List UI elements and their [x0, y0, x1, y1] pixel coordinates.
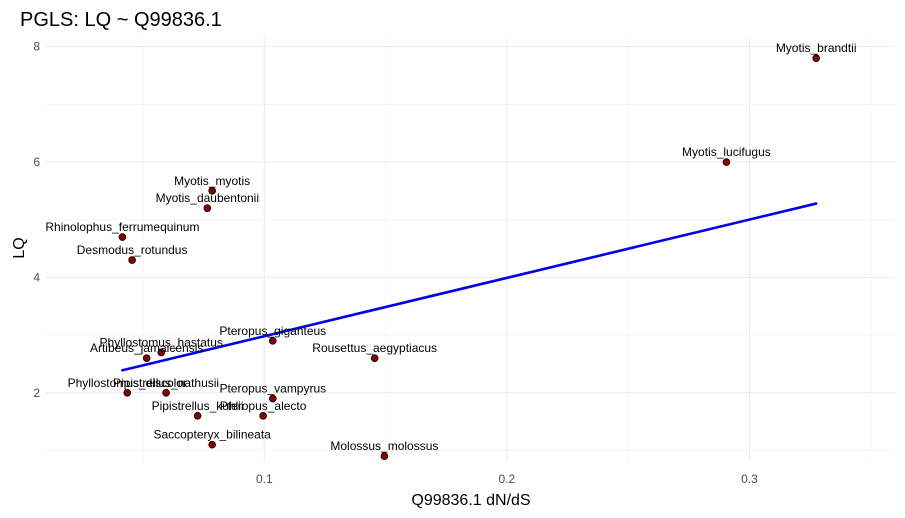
point-label: Phyllostomus_hastatus: [100, 335, 223, 349]
point-labels: Myotis_brandtii Myotis_lucifugus Myotis_my…: [45, 41, 856, 453]
point-label: Pteropus_giganteus: [219, 324, 326, 338]
point-label: Desmodus_rotundus: [77, 243, 188, 257]
data-point: [380, 452, 389, 461]
data-point: [208, 440, 216, 449]
data-point: [812, 54, 820, 62]
y-axis-ticks: 2 4 6 8: [33, 40, 40, 400]
data-point: [157, 348, 166, 357]
point-label: Pteropus_vampyrus: [219, 382, 326, 396]
y-axis-title: LQ: [11, 237, 28, 258]
point-label: Pipistrellus_kuhlii: [152, 399, 244, 413]
x-axis-title: Q99836.1 dN/dS: [411, 492, 530, 509]
point-label: Rhinolophus_ferrumequinum: [45, 220, 199, 234]
y-tick-label: 8: [33, 40, 40, 54]
point-label: Myotis_lucifugus: [682, 145, 771, 159]
point-label: Phyllostomus_discolor: [68, 376, 187, 390]
data-point: [123, 388, 132, 397]
y-tick-label: 2: [33, 386, 40, 400]
point-label: Pteropus_alecto: [220, 399, 307, 413]
point-label: Molossus_molossus: [330, 439, 438, 453]
data-point: [193, 412, 202, 420]
data-point: [128, 256, 136, 264]
data-point: [370, 354, 379, 362]
data-point: [142, 354, 151, 362]
data-point: [269, 394, 277, 403]
x-tick-label: 0.1: [256, 472, 273, 486]
x-axis-ticks: 0.1 0.2 0.3: [256, 472, 758, 486]
data-point: [162, 388, 170, 397]
data-point: [722, 158, 731, 166]
data-point: [203, 204, 212, 212]
x-tick-label: 0.3: [741, 472, 758, 486]
point-label: Myotis_myotis: [174, 174, 250, 188]
data-point: [208, 187, 216, 195]
chart-title: PGLS: LQ ~ Q99836.1: [20, 9, 222, 31]
data-point: [118, 233, 127, 241]
point-label: Myotis_brandtii: [776, 41, 857, 55]
x-tick-label: 0.2: [499, 472, 516, 486]
point-label: Rousettus_aegyptiacus: [312, 341, 437, 355]
y-tick-label: 6: [33, 155, 40, 169]
regression-line: [121, 202, 818, 372]
point-label: Pipistrellus_nathusii: [113, 376, 219, 390]
data-point: [269, 337, 277, 345]
regression-line-layer: [121, 202, 818, 372]
point-label: Saccopteryx_bilineata: [153, 428, 271, 442]
data-point: [259, 412, 267, 420]
data-points: [118, 54, 820, 461]
y-tick-label: 4: [33, 270, 40, 284]
grid-lines: [46, 38, 895, 462]
point-label: Artibeus_jamaicensis: [90, 341, 203, 355]
point-label: Myotis_daubentonii: [156, 191, 259, 205]
